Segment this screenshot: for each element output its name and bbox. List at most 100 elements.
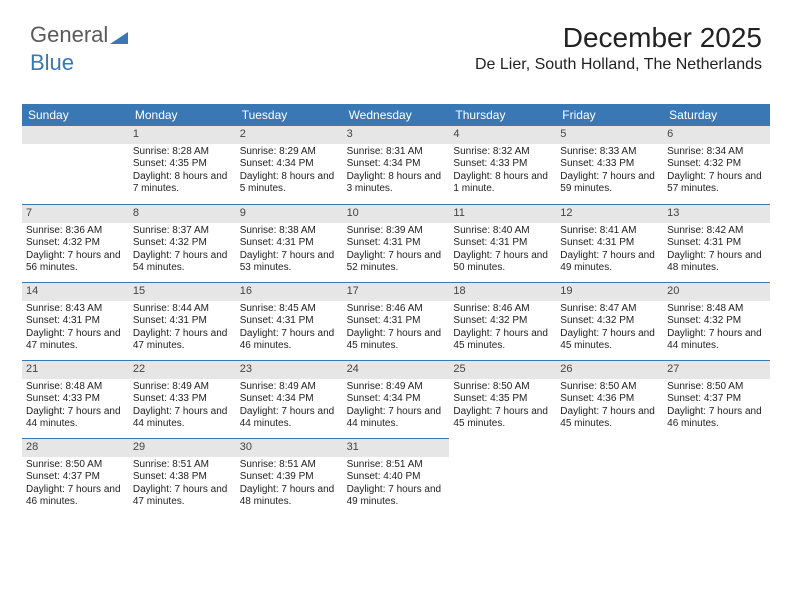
calendar-day-cell: 1Sunrise: 8:28 AMSunset: 4:35 PMDaylight… xyxy=(129,126,236,204)
day-number: 18 xyxy=(449,283,556,301)
calendar-day-cell: 28Sunrise: 8:50 AMSunset: 4:37 PMDayligh… xyxy=(22,438,129,516)
day-number: 17 xyxy=(343,283,450,301)
sunset-text: Sunset: 4:33 PM xyxy=(26,393,125,406)
sunset-text: Sunset: 4:39 PM xyxy=(240,471,339,484)
day-number: 22 xyxy=(129,361,236,379)
calendar-day-cell: 30 Sunrise: 8:51 AMSunset: 4:39 PMDayligh… xyxy=(236,438,343,516)
day-number: 1 xyxy=(129,126,236,144)
daylight-text: Daylight: 7 hours and 53 minutes. xyxy=(240,250,339,275)
daylight-text: Daylight: 7 hours and 45 minutes. xyxy=(453,406,552,431)
day-number: 30 xyxy=(236,439,343,457)
sunset-text: Sunset: 4:31 PM xyxy=(347,237,446,250)
calendar-empty-cell xyxy=(663,438,770,516)
sunrise-text: Sunrise: 8:50 AM xyxy=(560,381,659,394)
calendar-day-cell: 17Sunrise: 8:46 AMSunset: 4:31 PMDayligh… xyxy=(343,282,450,360)
sunset-text: Sunset: 4:40 PM xyxy=(347,471,446,484)
day-number: 27 xyxy=(663,361,770,379)
daylight-text: Daylight: 7 hours and 46 minutes. xyxy=(667,406,766,431)
calendar-day-cell: 14Sunrise: 8:43 AMSunset: 4:31 PMDayligh… xyxy=(22,282,129,360)
day-number: 13 xyxy=(663,205,770,223)
day-number: 14 xyxy=(22,283,129,301)
sunrise-text: Sunrise: 8:51 AM xyxy=(133,459,232,472)
sunrise-text: Sunrise: 8:46 AM xyxy=(347,303,446,316)
calendar-day-cell: 4Sunrise: 8:32 AMSunset: 4:33 PMDaylight… xyxy=(449,126,556,204)
sunset-text: Sunset: 4:35 PM xyxy=(453,393,552,406)
daylight-text: Daylight: 7 hours and 44 minutes. xyxy=(240,406,339,431)
day-number: 5 xyxy=(556,126,663,144)
sunset-text: Sunset: 4:31 PM xyxy=(133,315,232,328)
calendar-day-cell: 19Sunrise: 8:47 AMSunset: 4:32 PMDayligh… xyxy=(556,282,663,360)
header: December 2025 De Lier, South Holland, Th… xyxy=(475,22,762,74)
calendar-grid: SundayMondayTuesdayWednesdayThursdayFrid… xyxy=(22,104,770,516)
logo-text-blue: Blue xyxy=(30,50,74,75)
daylight-text: Daylight: 7 hours and 44 minutes. xyxy=(347,406,446,431)
day-number: 15 xyxy=(129,283,236,301)
sunset-text: Sunset: 4:33 PM xyxy=(560,158,659,171)
sunrise-text: Sunrise: 8:41 AM xyxy=(560,225,659,238)
daylight-text: Daylight: 7 hours and 48 minutes. xyxy=(240,484,339,509)
calendar-empty-cell xyxy=(22,126,129,204)
calendar-day-cell: 7Sunrise: 8:36 AMSunset: 4:32 PMDaylight… xyxy=(22,204,129,282)
calendar-day-cell: 27Sunrise: 8:50 AMSunset: 4:37 PMDayligh… xyxy=(663,360,770,438)
calendar-day-cell: 5Sunrise: 8:33 AMSunset: 4:33 PMDaylight… xyxy=(556,126,663,204)
daylight-text: Daylight: 7 hours and 47 minutes. xyxy=(133,328,232,353)
day-number: 4 xyxy=(449,126,556,144)
sunset-text: Sunset: 4:31 PM xyxy=(667,237,766,250)
sunrise-text: Sunrise: 8:29 AM xyxy=(240,146,339,159)
calendar-day-cell: 26Sunrise: 8:50 AMSunset: 4:36 PMDayligh… xyxy=(556,360,663,438)
calendar-empty-cell xyxy=(556,438,663,516)
daylight-text: Daylight: 7 hours and 59 minutes. xyxy=(560,171,659,196)
sunrise-text: Sunrise: 8:39 AM xyxy=(347,225,446,238)
sunset-text: Sunset: 4:37 PM xyxy=(26,471,125,484)
sunrise-text: Sunrise: 8:48 AM xyxy=(667,303,766,316)
day-number: 3 xyxy=(343,126,450,144)
daylight-text: Daylight: 7 hours and 45 minutes. xyxy=(347,328,446,353)
sunrise-text: Sunrise: 8:51 AM xyxy=(240,459,339,472)
sunset-text: Sunset: 4:38 PM xyxy=(133,471,232,484)
sunset-text: Sunset: 4:33 PM xyxy=(453,158,552,171)
daylight-text: Daylight: 7 hours and 45 minutes. xyxy=(560,406,659,431)
calendar-day-cell: 16Sunrise: 8:45 AMSunset: 4:31 PMDayligh… xyxy=(236,282,343,360)
day-number: 24 xyxy=(343,361,450,379)
calendar-day-cell: 3Sunrise: 8:31 AMSunset: 4:34 PMDaylight… xyxy=(343,126,450,204)
day-header: Wednesday xyxy=(343,104,450,126)
sunrise-text: Sunrise: 8:40 AM xyxy=(453,225,552,238)
daylight-text: Daylight: 7 hours and 49 minutes. xyxy=(347,484,446,509)
day-number: 12 xyxy=(556,205,663,223)
daylight-text: Daylight: 7 hours and 52 minutes. xyxy=(347,250,446,275)
day-number: 25 xyxy=(449,361,556,379)
daylight-text: Daylight: 7 hours and 46 minutes. xyxy=(26,484,125,509)
day-header: Tuesday xyxy=(236,104,343,126)
day-header: Friday xyxy=(556,104,663,126)
sunrise-text: Sunrise: 8:43 AM xyxy=(26,303,125,316)
daylight-text: Daylight: 7 hours and 45 minutes. xyxy=(560,328,659,353)
daylight-text: Daylight: 7 hours and 57 minutes. xyxy=(667,171,766,196)
calendar-day-cell: 31 Sunrise: 8:51 AMSunset: 4:40 PMDayligh… xyxy=(343,438,450,516)
day-header: Monday xyxy=(129,104,236,126)
daylight-text: Daylight: 7 hours and 48 minutes. xyxy=(667,250,766,275)
daylight-text: Daylight: 7 hours and 44 minutes. xyxy=(133,406,232,431)
daylight-text: Daylight: 7 hours and 50 minutes. xyxy=(453,250,552,275)
sunrise-text: Sunrise: 8:44 AM xyxy=(133,303,232,316)
sunrise-text: Sunrise: 8:50 AM xyxy=(26,459,125,472)
daylight-text: Daylight: 7 hours and 45 minutes. xyxy=(453,328,552,353)
day-number: 31 xyxy=(343,439,450,457)
calendar-day-cell: 20Sunrise: 8:48 AMSunset: 4:32 PMDayligh… xyxy=(663,282,770,360)
sunset-text: Sunset: 4:33 PM xyxy=(133,393,232,406)
calendar-day-cell: 10Sunrise: 8:39 AMSunset: 4:31 PMDayligh… xyxy=(343,204,450,282)
daylight-text: Daylight: 8 hours and 3 minutes. xyxy=(347,171,446,196)
calendar-day-cell: 23Sunrise: 8:49 AMSunset: 4:34 PMDayligh… xyxy=(236,360,343,438)
calendar-day-cell: 21Sunrise: 8:48 AMSunset: 4:33 PMDayligh… xyxy=(22,360,129,438)
daylight-text: Daylight: 7 hours and 47 minutes. xyxy=(26,328,125,353)
day-number: 2 xyxy=(236,126,343,144)
sunrise-text: Sunrise: 8:51 AM xyxy=(347,459,446,472)
sunset-text: Sunset: 4:34 PM xyxy=(347,393,446,406)
logo: General Blue xyxy=(30,22,128,76)
sunrise-text: Sunrise: 8:49 AM xyxy=(347,381,446,394)
day-number: 8 xyxy=(129,205,236,223)
daylight-text: Daylight: 8 hours and 1 minute. xyxy=(453,171,552,196)
sunrise-text: Sunrise: 8:48 AM xyxy=(26,381,125,394)
sunset-text: Sunset: 4:31 PM xyxy=(240,315,339,328)
calendar-day-cell: 24 Sunrise: 8:49 AMSunset: 4:34 PMDayligh… xyxy=(343,360,450,438)
day-number: 6 xyxy=(663,126,770,144)
